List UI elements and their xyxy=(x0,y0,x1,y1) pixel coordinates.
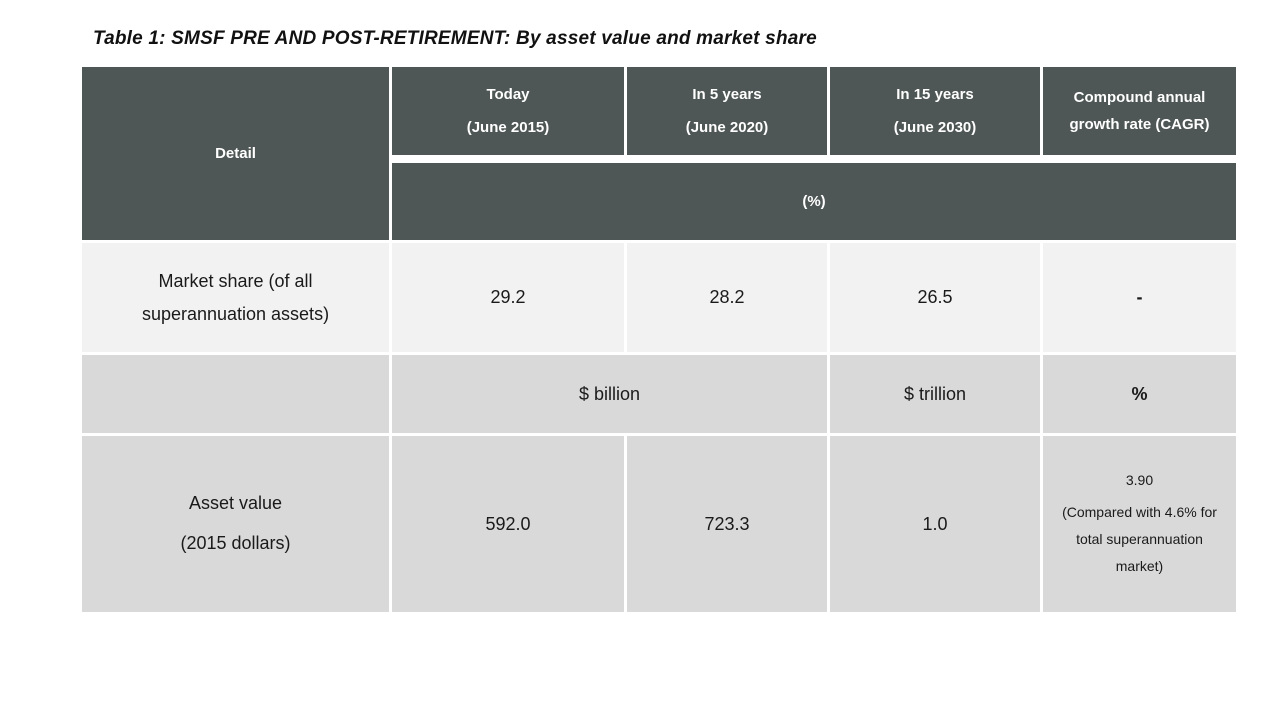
asset-value-today-value: 592.0 xyxy=(485,513,531,534)
units-row-empty-cell xyxy=(82,355,389,433)
market-share-today-cell: 29.2 xyxy=(392,243,624,352)
market-share-cagr-cell: - xyxy=(1043,243,1236,352)
in-5-years-header-line2: (June 2020) xyxy=(685,119,769,136)
in-5-years-header-line1: In 5 years xyxy=(692,86,762,103)
asset-value-in-15-years-cell: 1.0 xyxy=(830,436,1040,612)
today-header-line1: Today xyxy=(486,86,530,103)
in-15-years-header-line1: In 15 years xyxy=(896,86,974,103)
market-share-in-15-years-cell: 26.5 xyxy=(830,243,1040,352)
header-cell-in-5-years: In 5 years (June 2020) xyxy=(627,67,827,155)
trillion-unit-cell: $ trillion xyxy=(830,355,1040,433)
percent-unit-cell: % xyxy=(1043,355,1236,433)
in-15-years-header-line2: (June 2030) xyxy=(893,119,977,136)
asset-value-label-line1: Asset value xyxy=(188,493,283,514)
market-share-label-text: Market share (of all superannuation asse… xyxy=(141,271,330,324)
market-share-today-value: 29.2 xyxy=(490,287,526,307)
market-share-row-label: Market share (of all superannuation asse… xyxy=(82,243,389,352)
asset-value-today-cell: 592.0 xyxy=(392,436,624,612)
asset-value-cagr-note: (Compared with 4.6% for total superannua… xyxy=(1062,503,1217,575)
percent-unit-label: % xyxy=(1131,383,1148,404)
percent-band-label: (%) xyxy=(802,193,826,210)
asset-value-in-5-years-value: 723.3 xyxy=(704,513,750,534)
header-cell-in-15-years: In 15 years (June 2030) xyxy=(830,67,1040,155)
asset-value-cagr-value: 3.90 xyxy=(1125,472,1154,489)
cagr-header-label: Compound annual growth rate (CAGR) xyxy=(1069,89,1210,133)
trillion-unit-label: $ trillion xyxy=(903,383,967,404)
header-cell-detail: Detail xyxy=(82,67,389,240)
header-cell-today: Today (June 2015) xyxy=(392,67,624,155)
asset-value-cagr-cell: 3.90 (Compared with 4.6% for total super… xyxy=(1043,436,1236,612)
market-share-cagr-value: - xyxy=(1136,287,1143,307)
smsf-data-table: Detail Today (June 2015) In 5 years (Jun… xyxy=(82,67,1236,612)
asset-value-in-15-years-value: 1.0 xyxy=(922,513,948,534)
market-share-in-5-years-cell: 28.2 xyxy=(627,243,827,352)
header-cell-cagr: Compound annual growth rate (CAGR) xyxy=(1043,67,1236,155)
today-header-line2: (June 2015) xyxy=(466,119,550,136)
market-share-in-5-years-value: 28.2 xyxy=(709,287,745,307)
asset-value-label-line2: (2015 dollars) xyxy=(180,533,291,553)
market-share-in-15-years-value: 26.5 xyxy=(917,287,953,307)
billion-unit-cell: $ billion xyxy=(392,355,827,433)
billion-unit-label: $ billion xyxy=(578,383,641,404)
asset-value-row-label: Asset value (2015 dollars) xyxy=(82,436,389,612)
detail-header-label: Detail xyxy=(215,145,256,162)
percent-unit-band: (%) xyxy=(392,158,1236,240)
asset-value-in-5-years-cell: 723.3 xyxy=(627,436,827,612)
table-title: Table 1: SMSF PRE AND POST-RETIREMENT: B… xyxy=(93,28,817,49)
